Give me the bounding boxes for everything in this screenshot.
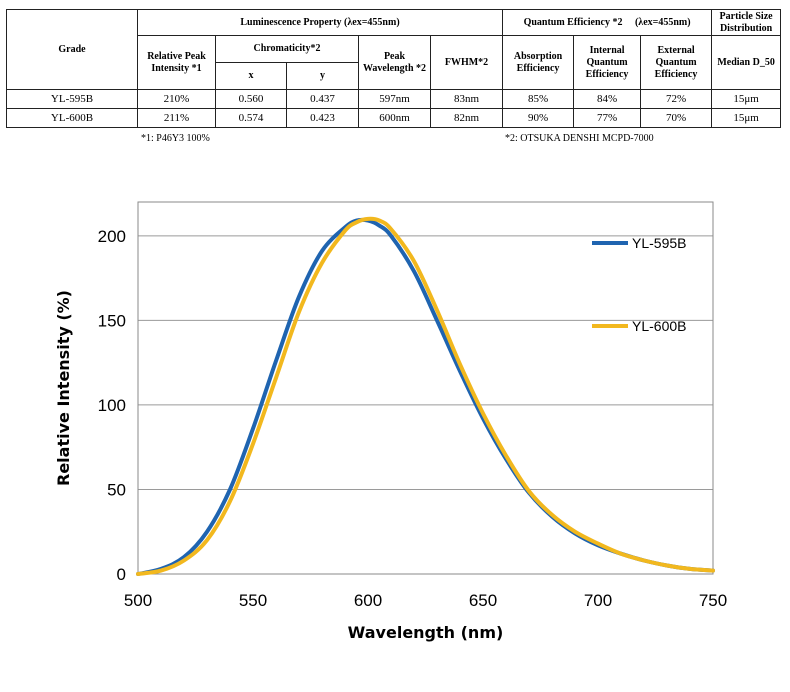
header-x: x <box>215 62 287 90</box>
header-luminescence: Luminescence Property (λex=455nm) <box>136 9 504 36</box>
y-axis-title: Relative Intensity (%) <box>54 290 73 486</box>
series-line-yl-595b <box>136 217 715 576</box>
gridlines <box>138 235 713 490</box>
legend-label: YL-600B <box>632 318 686 334</box>
cell-grade: YL-600B <box>6 108 138 128</box>
x-tick-label: 700 <box>584 591 612 610</box>
cell-x: 0.574 <box>215 108 287 128</box>
header-internal-qe: Internal Quantum Efficiency <box>573 35 642 90</box>
cell-fwhm: 82nm <box>429 108 504 128</box>
cell-internal: 77% <box>573 108 642 128</box>
x-tick-label: 550 <box>239 591 267 610</box>
cell-peak: 600nm <box>358 108 431 128</box>
header-grade: Grade <box>6 9 138 90</box>
cell-internal: 84% <box>573 89 642 109</box>
header-absorption: Absorption Efficiency <box>502 35 575 90</box>
x-tick-label: 500 <box>124 591 152 610</box>
header-particle-size: Particle Size Distribution <box>711 9 782 36</box>
y-tick-label: 50 <box>107 480 126 499</box>
y-tick-labels: 0 50 100 150 200 <box>98 227 126 584</box>
y-tick-label: 100 <box>98 396 126 415</box>
y-tick-label: 150 <box>98 311 126 330</box>
x-tick-label: 600 <box>354 591 382 610</box>
y-tick-label: 0 <box>117 565 126 584</box>
header-peak-wavelength: Peak Wavelength *2 <box>358 35 431 90</box>
cell-grade: YL-595B <box>6 89 138 109</box>
cell-absorption: 90% <box>502 108 575 128</box>
x-tick-label: 650 <box>469 591 497 610</box>
cell-y: 0.423 <box>286 108 359 128</box>
x-tick-labels: 500 550 600 650 700 750 <box>124 591 727 610</box>
cell-median: 15μm <box>711 108 782 128</box>
table-row: YL-595B 210% 0.560 0.437 597nm 83nm 85% … <box>6 89 782 109</box>
header-external-qe: External Quantum Efficiency <box>640 35 713 90</box>
footnote-2: *2: OTSUKA DENSHI MCPD-7000 <box>505 133 654 144</box>
cell-rel-peak: 211% <box>137 108 216 128</box>
cell-median: 15μm <box>711 89 782 109</box>
plot-frame <box>137 201 714 575</box>
header-quantum-efficiency: Quantum Efficiency *2 (λex=455nm) <box>502 9 713 36</box>
x-axis-title: Wavelength (nm) <box>348 623 504 642</box>
table-row: YL-600B 211% 0.574 0.423 600nm 82nm 90% … <box>6 108 782 128</box>
header-y: y <box>286 62 359 90</box>
legend-label: YL-595B <box>632 235 686 251</box>
cell-external: 70% <box>640 108 713 128</box>
legend: YL-595B YL-600B <box>592 235 686 334</box>
cell-fwhm: 83nm <box>429 89 504 109</box>
spec-table: Grade Luminescence Property (λex=455nm) … <box>6 9 782 128</box>
series-lines <box>136 216 715 576</box>
cell-y: 0.437 <box>286 89 359 109</box>
y-tick-label: 200 <box>98 227 126 246</box>
series-line-yl-600b <box>136 216 715 576</box>
header-chromaticity: Chromaticity*2 <box>215 35 359 63</box>
cell-x: 0.560 <box>215 89 287 109</box>
cell-peak: 597nm <box>358 89 431 109</box>
header-fwhm: FWHM*2 <box>429 35 504 90</box>
cell-external: 72% <box>640 89 713 109</box>
header-relative-peak: Relative Peak Intensity *1 <box>137 35 216 90</box>
header-median: Median D_50 <box>711 35 782 90</box>
x-tick-label: 750 <box>699 591 727 610</box>
cell-absorption: 85% <box>502 89 575 109</box>
footnote-1: *1: P46Y3 100% <box>141 133 210 144</box>
cell-rel-peak: 210% <box>137 89 216 109</box>
